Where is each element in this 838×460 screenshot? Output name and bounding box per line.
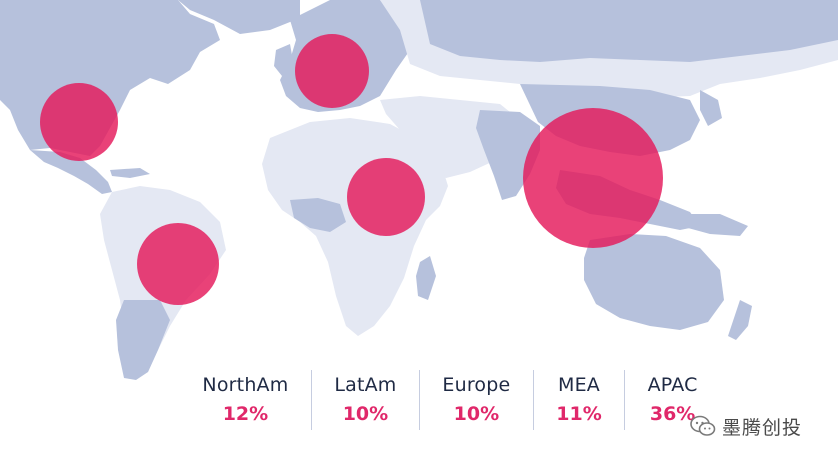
legend-share-value: 12%	[222, 403, 269, 425]
legend-region-label: Europe	[442, 374, 511, 396]
watermark: 墨腾创投	[690, 408, 830, 444]
landmass-uk	[274, 44, 294, 76]
landmass-japan	[700, 90, 722, 126]
bubble-mea	[347, 158, 425, 236]
legend-item-northam: NorthAm 12%	[180, 370, 312, 430]
landmass-caribbean	[110, 168, 150, 178]
legend-share-value: 10%	[342, 403, 389, 425]
landmass-new-zealand	[728, 300, 752, 340]
landmass-africa	[262, 118, 448, 336]
landmass-greenland	[178, 0, 300, 34]
legend-region-label: NorthAm	[202, 374, 289, 396]
watermark-text: 墨腾创投	[722, 416, 803, 439]
landmass-south-america-south	[116, 300, 170, 380]
legend-share-value: 11%	[556, 403, 602, 425]
bubble-europe	[295, 34, 369, 108]
region-share-legend: NorthAm 12% LatAm 10% Europe 10% MEA 11%…	[180, 370, 720, 430]
legend-item-apac: APAC 36%	[625, 370, 720, 430]
landmass-madagascar	[416, 256, 436, 300]
bubble-northam	[40, 83, 118, 161]
legend-region-label: LatAm	[334, 374, 397, 396]
legend-region-label: APAC	[647, 374, 698, 396]
bubble-apac	[523, 108, 663, 248]
legend-share-value: 10%	[453, 403, 500, 425]
legend-item-latam: LatAm 10%	[312, 370, 420, 430]
legend-region-label: MEA	[558, 374, 600, 396]
landmass-papua	[680, 214, 748, 236]
bubble-latam	[137, 223, 219, 305]
landmass-central-america	[30, 150, 112, 194]
legend-item-europe: Europe 10%	[420, 370, 534, 430]
wechat-icon	[690, 415, 716, 436]
landmass-russia	[420, 0, 838, 62]
landmass-australia	[584, 234, 724, 330]
legend-share-value: 36%	[649, 403, 696, 425]
landmass-west-africa	[290, 198, 346, 232]
legend-item-mea: MEA 11%	[534, 370, 626, 430]
